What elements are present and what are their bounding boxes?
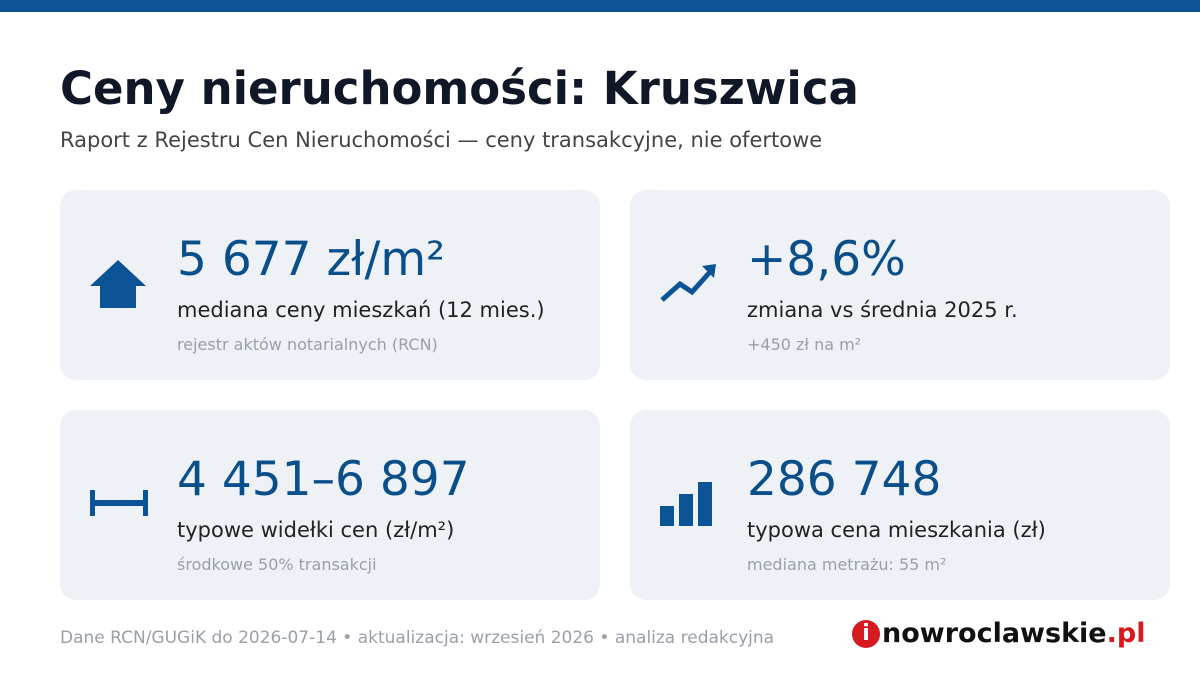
top-bar (0, 0, 1200, 12)
card-value: 5 677 zł/m² (177, 232, 445, 287)
house-icon (90, 260, 146, 308)
title: Ceny nieruchomości: Kruszwica (60, 62, 859, 115)
card-label: mediana ceny mieszkań (12 mies.) (177, 298, 545, 322)
card: 4 451–6 897 typowe widełki cen (zł/m²) ś… (60, 410, 600, 600)
logo-mark: i (852, 619, 880, 648)
card-value: +8,6% (747, 232, 906, 287)
trend-icon (660, 264, 716, 302)
card-note: +450 zł na m² (747, 335, 862, 354)
card-note: mediana metrażu: 55 m² (747, 555, 947, 574)
logo-name: nowroclawskie (882, 618, 1107, 649)
logo: i nowroclawskie .pl (852, 618, 1145, 649)
subtitle: Raport z Rejestru Cen Nieruchomości — ce… (60, 128, 823, 152)
card-note: środkowe 50% transakcji (177, 555, 377, 574)
logo-domain: .pl (1106, 618, 1146, 649)
card: 286 748 typowa cena mieszkania (zł) medi… (630, 410, 1170, 600)
range-icon (90, 490, 148, 516)
card-value: 286 748 (747, 452, 942, 507)
card-label: typowe widełki cen (zł/m²) (177, 518, 455, 542)
card: +8,6% zmiana vs średnia 2025 r. +450 zł … (630, 190, 1170, 380)
bars-icon (660, 482, 712, 526)
card-value: 4 451–6 897 (177, 452, 470, 507)
card-label: typowa cena mieszkania (zł) (747, 518, 1046, 542)
footer: Dane RCN/GUGiK do 2026-07-14 • aktualiza… (60, 628, 775, 648)
card-note: rejestr aktów notarialnych (RCN) (177, 335, 438, 354)
card: 5 677 zł/m² mediana ceny mieszkań (12 mi… (60, 190, 600, 380)
card-label: zmiana vs średnia 2025 r. (747, 298, 1018, 322)
